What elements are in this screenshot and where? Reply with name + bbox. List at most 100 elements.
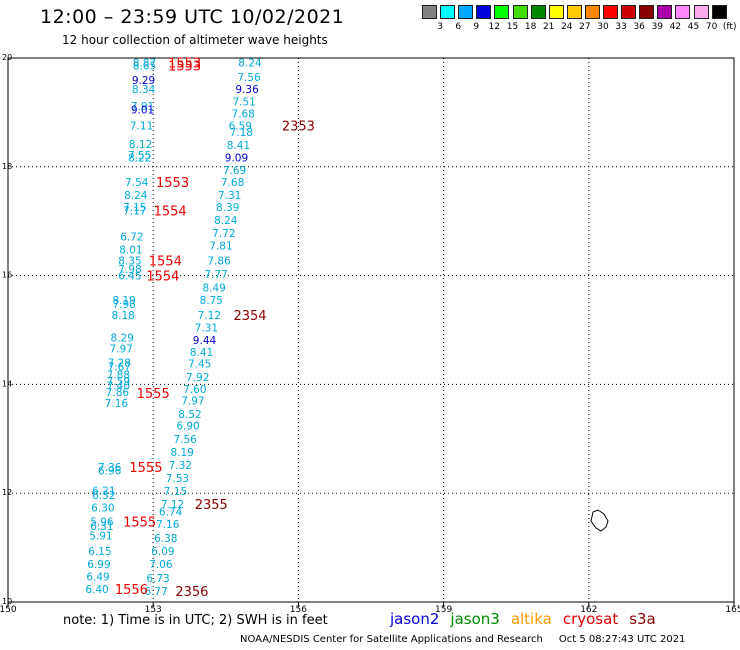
y-tick-label: 14 (2, 379, 12, 388)
y-tick-label: 20 (2, 53, 12, 62)
x-tick-label: 150 (0, 605, 17, 615)
wave-height-value: 8.24 (124, 190, 148, 202)
wave-height-value: 6.59 (229, 120, 252, 132)
wave-height-value: 7.69 (223, 165, 246, 177)
wave-height-value: 7.92 (186, 372, 209, 384)
wave-height-value: 8.87 (133, 57, 156, 69)
map-grid (8, 58, 734, 602)
satellite-name: jason3 (450, 610, 500, 628)
wave-height-value: 7.32 (169, 460, 192, 472)
wave-height-value: 7.12 (161, 499, 184, 511)
wave-height-value: 6.90 (176, 421, 199, 433)
pass-time-label: 1554 (149, 254, 182, 269)
wave-height-value: 7.51 (232, 97, 255, 109)
wave-height-value: 7.86 (106, 387, 130, 399)
legend-label: 70 (705, 22, 718, 32)
wave-height-value: 7.36 (98, 462, 122, 474)
wave-height-value: 7.40 (107, 380, 130, 392)
wave-height-value: 9.36 (235, 84, 259, 96)
pass-time-label: 2356 (175, 585, 208, 600)
pass-time-label: 1553 (156, 176, 189, 191)
wave-height-value: 7.77 (204, 269, 227, 281)
legend-swatch (584, 5, 600, 19)
wave-height-value: 5.96 (90, 516, 114, 528)
wave-height-value: 7.15 (164, 486, 187, 498)
island-outline (590, 509, 609, 532)
axis-ticks: 150 153 156 159 162 165 20 18 16 14 12 10 (0, 53, 740, 615)
legend-label: 33 (615, 22, 627, 32)
wave-height-value: 8.65 (133, 61, 156, 73)
wave-height-value: 8.41 (227, 140, 250, 152)
wave-height-value: 7.68 (232, 108, 255, 120)
legend-swatch (675, 5, 691, 19)
legend-swatch (621, 5, 637, 19)
credit-text: NOAA/NESDIS Center for Satellite Applica… (240, 634, 543, 645)
legend-swatch (458, 5, 474, 19)
wave-height-value: 6.72 (120, 231, 143, 243)
legend-swatch (548, 5, 564, 19)
page-subtitle: 12 hour collection of altimeter wave hei… (62, 33, 328, 47)
wave-height-value: 7.15 (123, 202, 146, 214)
satellite-name: cryosat (562, 610, 619, 628)
wave-height-labels: 8.87 8.24 8.65 7.56 9.29 9.36 8.34 7.51 7.919.01… (85, 57, 262, 598)
wave-height-value: 7.11 (130, 120, 153, 132)
wave-height-value: 6.31 (90, 521, 113, 533)
legend-swatch (566, 5, 582, 19)
footer-credit: NOAA/NESDIS Center for Satellite Applica… (240, 634, 685, 645)
wave-height-value: 8.22 (128, 153, 151, 165)
wave-height-value: 7.56 (237, 72, 261, 84)
wave-height-value: 7.16 (156, 519, 180, 531)
legend-swatch (693, 5, 709, 19)
pass-time-label: 1554 (154, 204, 187, 219)
wave-height-value: 6.32 (92, 490, 115, 502)
wave-height-value: 7.53 (166, 473, 189, 485)
legend-label: 24 (561, 22, 573, 32)
wave-height-value: 7.68 (221, 177, 244, 189)
wave-height-value: 6.99 (87, 559, 110, 571)
pass-time-label: 2354 (233, 309, 266, 324)
x-tick-label: 165 (725, 605, 740, 615)
wave-height-value: 6.49 (86, 571, 109, 583)
pass-time-label: 1555 (123, 515, 156, 530)
wave-height-value: 8.49 (202, 283, 225, 295)
wave-height-value: 6.38 (154, 533, 177, 545)
wave-height-value: 7.98 (112, 299, 135, 311)
wave-height-value: 7.91 (131, 101, 154, 113)
wave-height-value: 6.30 (91, 502, 114, 514)
page-title: 12:00 – 23:59 UTC 10/02/2021 (40, 6, 345, 28)
pass-time-label: 1554 (146, 270, 179, 285)
wave-height-value: 7.97 (181, 396, 204, 408)
wave-height-value: 8.52 (178, 409, 201, 421)
wave-height-value: 7.31 (195, 322, 218, 334)
wave-height-value: 7.06 (149, 559, 173, 571)
wave-height-value: 6.15 (88, 546, 111, 558)
legend-label: 21 (542, 22, 555, 32)
wave-height-value: 8.19 (112, 295, 135, 307)
wave-height-value: 7.54 (125, 177, 149, 189)
wave-height-value: 7.98 (118, 264, 141, 276)
legend-label: 27 (579, 22, 591, 32)
x-tick-label: 153 (145, 605, 162, 615)
y-tick-label: 10 (2, 597, 12, 606)
x-tick-label: 162 (580, 605, 597, 615)
legend-label: 15 (506, 22, 519, 32)
wave-height-value: 8.24 (238, 57, 262, 69)
wave-height-value: 6.09 (151, 546, 174, 558)
wave-height-value: 9.09 (225, 153, 248, 165)
wave-height-value: 8.75 (200, 295, 223, 307)
pass-time-label: 1556 (115, 583, 148, 598)
map-frame (7, 57, 735, 603)
wave-height-value: 7.18 (230, 127, 253, 139)
legend-label: 30 (597, 22, 609, 32)
legend-swatch (603, 5, 618, 19)
wave-height-value: 8.01 (119, 244, 142, 256)
y-tick-label: 12 (2, 488, 12, 497)
pass-time-label: 2353 (282, 119, 315, 134)
legend-swatch (422, 5, 437, 19)
wave-height-value: 7.45 (188, 359, 211, 371)
pass-time-label: 1553 (168, 56, 201, 71)
wave-height-value: 6.40 (85, 584, 108, 596)
wave-height-value: 8.34 (132, 84, 156, 96)
pass-time-labels: 1553155323531553155415541554235415551555… (115, 56, 315, 600)
wave-height-value: 6.74 (159, 507, 183, 519)
